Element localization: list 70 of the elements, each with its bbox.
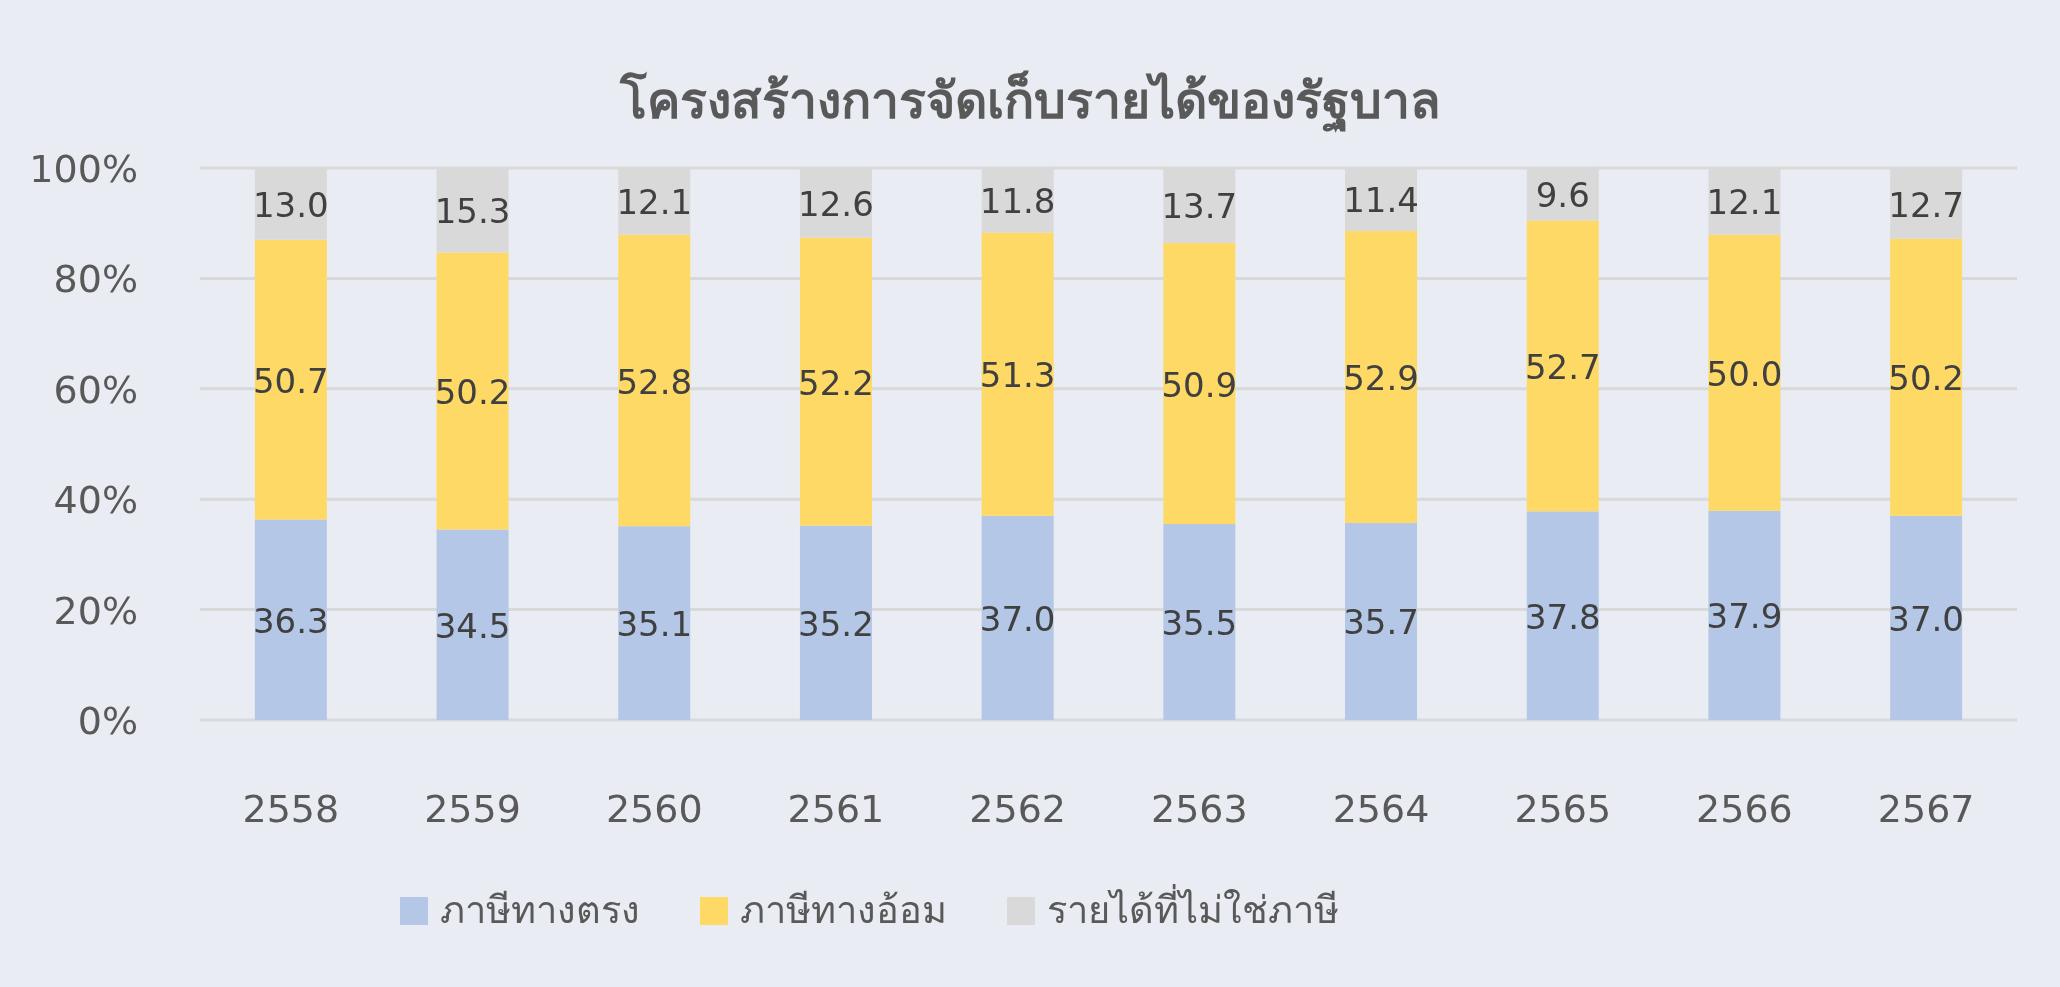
bar <box>436 252 509 530</box>
data-label: 35.5 <box>1161 603 1238 644</box>
data-label: 13.7 <box>1161 186 1238 227</box>
data-label: 37.0 <box>1888 598 1964 639</box>
y-tick-label: 20% <box>53 588 138 633</box>
x-tick-label: 2565 <box>1514 787 1612 831</box>
data-label: 12.1 <box>616 182 693 223</box>
bar <box>799 525 872 720</box>
bar <box>981 515 1054 720</box>
data-label: 12.7 <box>1888 184 1964 225</box>
bar <box>618 234 691 527</box>
x-tick-label: 2563 <box>1150 787 1248 831</box>
data-label: 11.8 <box>979 181 1056 222</box>
data-label: 13.0 <box>253 184 329 225</box>
data-label: 50.9 <box>1161 364 1238 405</box>
bar <box>1163 524 1236 720</box>
data-label: 51.3 <box>979 355 1056 396</box>
bar <box>1526 220 1599 512</box>
x-tick-label: 2566 <box>1696 787 1793 831</box>
x-tick-label: 2567 <box>1877 787 1975 831</box>
y-tick-label: 80% <box>53 257 138 302</box>
bar <box>1526 511 1599 720</box>
y-tick-label: 40% <box>53 478 138 523</box>
data-label: 50.7 <box>253 360 329 401</box>
x-tick-label: 2564 <box>1332 787 1430 831</box>
data-label: 12.6 <box>798 183 874 224</box>
data-label: 34.5 <box>434 605 511 646</box>
bar <box>436 529 509 720</box>
bar <box>1345 230 1418 523</box>
data-label: 50.0 <box>1706 353 1783 394</box>
y-tick-label: 0% <box>77 699 138 743</box>
data-label: 52.8 <box>616 361 693 402</box>
x-tick-label: 2559 <box>424 787 521 831</box>
x-tick-label: 2560 <box>605 787 703 831</box>
bar <box>254 519 327 720</box>
data-label: 52.7 <box>1524 346 1601 387</box>
data-label: 35.2 <box>798 603 874 644</box>
data-label: 37.8 <box>1524 596 1601 637</box>
bar <box>799 237 872 526</box>
data-label: 9.6 <box>1535 174 1590 215</box>
data-label: 11.4 <box>1343 180 1419 221</box>
bar <box>618 526 691 720</box>
x-tick-label: 2561 <box>787 787 885 831</box>
bar <box>1708 234 1781 511</box>
bar <box>1890 515 1963 720</box>
data-label: 35.1 <box>616 604 693 645</box>
bar <box>1345 522 1418 720</box>
bar <box>1890 238 1963 516</box>
bar <box>1708 510 1781 720</box>
x-tick-label: 2562 <box>969 787 1067 831</box>
data-label: 15.3 <box>434 191 511 232</box>
legend-label: ภาษีทางตรง <box>440 888 640 932</box>
legend-label: ภาษีทางอ้อม <box>740 888 947 932</box>
bar <box>254 239 327 520</box>
data-label: 52.2 <box>798 362 874 403</box>
data-label: 35.7 <box>1343 602 1419 643</box>
y-tick-label: 100% <box>29 147 138 191</box>
chart-title: โครงสร้างการจัดเก็บรายได้ของรัฐบาล <box>618 70 1441 133</box>
data-label: 37.0 <box>979 598 1056 639</box>
data-label: 50.2 <box>434 372 511 413</box>
bar <box>981 232 1054 516</box>
data-label: 50.2 <box>1888 358 1964 399</box>
x-tick-label: 2558 <box>242 787 340 831</box>
data-label: 12.1 <box>1706 182 1783 223</box>
bar <box>1163 243 1236 525</box>
data-label: 36.3 <box>253 600 329 641</box>
y-tick-label: 60% <box>53 367 138 412</box>
legend-label: รายได้ที่ไม่ใช่ภาษี <box>1047 884 1339 932</box>
data-label: 37.9 <box>1706 596 1783 637</box>
data-label: 52.9 <box>1343 357 1419 398</box>
